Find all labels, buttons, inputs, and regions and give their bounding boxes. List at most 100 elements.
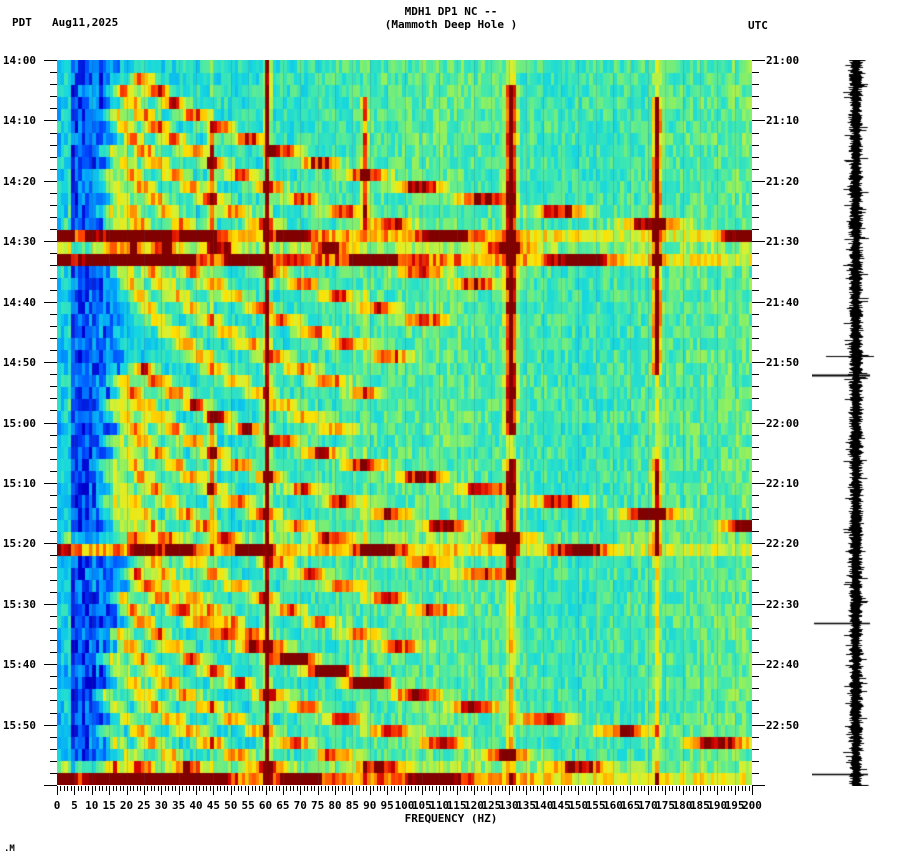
- time-tick-minor: [50, 459, 57, 460]
- time-tick-minor: [752, 616, 759, 617]
- time-tick-minor: [752, 592, 759, 593]
- freq-tick-minor: [721, 786, 722, 791]
- time-tick-minor: [50, 290, 57, 291]
- time-tick-major: [44, 483, 57, 484]
- time-tick-minor: [50, 72, 57, 73]
- freq-tick-minor: [703, 786, 704, 791]
- time-tick-minor: [752, 290, 759, 291]
- time-tick-label: 22:20: [766, 537, 800, 550]
- time-tick-minor: [50, 471, 57, 472]
- time-axis-pdt: [36, 60, 57, 786]
- time-tick-label: 21:00: [766, 54, 800, 67]
- time-tick-minor: [752, 640, 759, 641]
- time-tick-minor: [50, 676, 57, 677]
- freq-tick-minor: [557, 786, 558, 791]
- freq-tick-minor: [568, 786, 569, 791]
- freq-tick-label: 155: [585, 799, 606, 812]
- freq-tick-minor: [130, 786, 131, 791]
- time-tick-minor: [752, 688, 759, 689]
- freq-tick-label: 120: [464, 799, 484, 812]
- time-tick-label: 15:30: [2, 598, 36, 611]
- time-tick-major: [44, 302, 57, 303]
- freq-tick-minor: [623, 786, 624, 791]
- time-tick-minor: [752, 338, 759, 339]
- freq-tick-minor: [464, 786, 465, 791]
- freq-tick-minor: [745, 786, 746, 791]
- time-tick-minor: [752, 398, 759, 399]
- time-tick-minor: [752, 108, 759, 109]
- freq-tick-minor: [436, 786, 437, 791]
- freq-tick-major: [370, 786, 371, 795]
- time-tick-minor: [752, 169, 759, 170]
- time-tick-minor: [752, 737, 759, 738]
- freq-tick-minor: [151, 786, 152, 791]
- freq-tick-label: 105: [411, 799, 432, 812]
- time-tick-minor: [50, 253, 57, 254]
- freq-tick-minor: [550, 786, 551, 791]
- freq-tick-minor: [78, 786, 79, 791]
- freq-tick-major: [109, 786, 110, 795]
- freq-tick-minor: [245, 786, 246, 791]
- seismogram-trace: [812, 60, 898, 786]
- time-tick-minor: [752, 96, 759, 97]
- time-axis-utc: [752, 60, 773, 786]
- freq-tick-minor: [415, 786, 416, 791]
- freq-tick-minor: [293, 786, 294, 791]
- freq-tick-minor: [203, 786, 204, 791]
- freq-tick-minor: [453, 786, 454, 791]
- freq-tick-minor: [345, 786, 346, 791]
- freq-tick-minor: [477, 786, 478, 791]
- freq-tick-minor: [672, 786, 673, 791]
- freq-tick-minor: [224, 786, 225, 791]
- time-tick-minor: [50, 350, 57, 351]
- time-tick-label: 14:40: [2, 296, 36, 309]
- time-tick-major: [44, 241, 57, 242]
- time-tick-minor: [50, 193, 57, 194]
- freq-tick-major: [543, 786, 544, 795]
- freq-tick-major: [665, 786, 666, 795]
- spectrogram-plot[interactable]: [57, 60, 752, 785]
- time-tick-major: [752, 483, 765, 484]
- freq-tick-label: 50: [224, 799, 238, 812]
- freq-tick-minor: [533, 786, 534, 791]
- time-tick-minor: [50, 555, 57, 556]
- time-tick-label: 14:50: [2, 356, 36, 369]
- time-tick-minor: [752, 471, 759, 472]
- freq-tick-minor: [481, 786, 482, 791]
- freq-tick-label: 95: [380, 799, 394, 812]
- freq-tick-minor: [272, 786, 273, 791]
- freq-tick-minor: [321, 786, 322, 791]
- freq-tick-minor: [516, 786, 517, 791]
- time-tick-major: [44, 664, 57, 665]
- freq-tick-minor: [571, 786, 572, 791]
- freq-tick-minor: [373, 786, 374, 791]
- freq-tick-minor: [384, 786, 385, 791]
- freq-tick-minor: [394, 786, 395, 791]
- time-tick-minor: [50, 652, 57, 653]
- time-tick-label: 21:30: [766, 235, 800, 248]
- time-tick-label: 21:20: [766, 175, 800, 188]
- time-tick-label: 14:00: [2, 54, 36, 67]
- freq-tick-label: 30: [154, 799, 168, 812]
- corner-artifact-text: .M: [4, 844, 15, 854]
- freq-tick-major: [283, 786, 284, 795]
- freq-tick-label: 5: [71, 799, 78, 812]
- freq-tick-minor: [679, 786, 680, 791]
- time-tick-major: [752, 241, 765, 242]
- time-tick-minor: [752, 314, 759, 315]
- freq-tick-label: 190: [707, 799, 728, 812]
- time-tick-minor: [50, 447, 57, 448]
- freq-tick-label: 10: [85, 799, 99, 812]
- time-tick-minor: [752, 580, 759, 581]
- time-tick-minor: [752, 278, 759, 279]
- time-tick-minor: [752, 374, 759, 375]
- freq-tick-label: 110: [429, 799, 450, 812]
- time-tick-minor: [752, 676, 759, 677]
- freq-tick-minor: [286, 786, 287, 791]
- freq-tick-minor: [71, 786, 72, 791]
- time-tick-minor: [752, 253, 759, 254]
- time-tick-minor: [752, 507, 759, 508]
- timezone-label-left: PDT: [12, 16, 32, 29]
- freq-tick-minor: [689, 786, 690, 791]
- frequency-axis: [57, 786, 753, 798]
